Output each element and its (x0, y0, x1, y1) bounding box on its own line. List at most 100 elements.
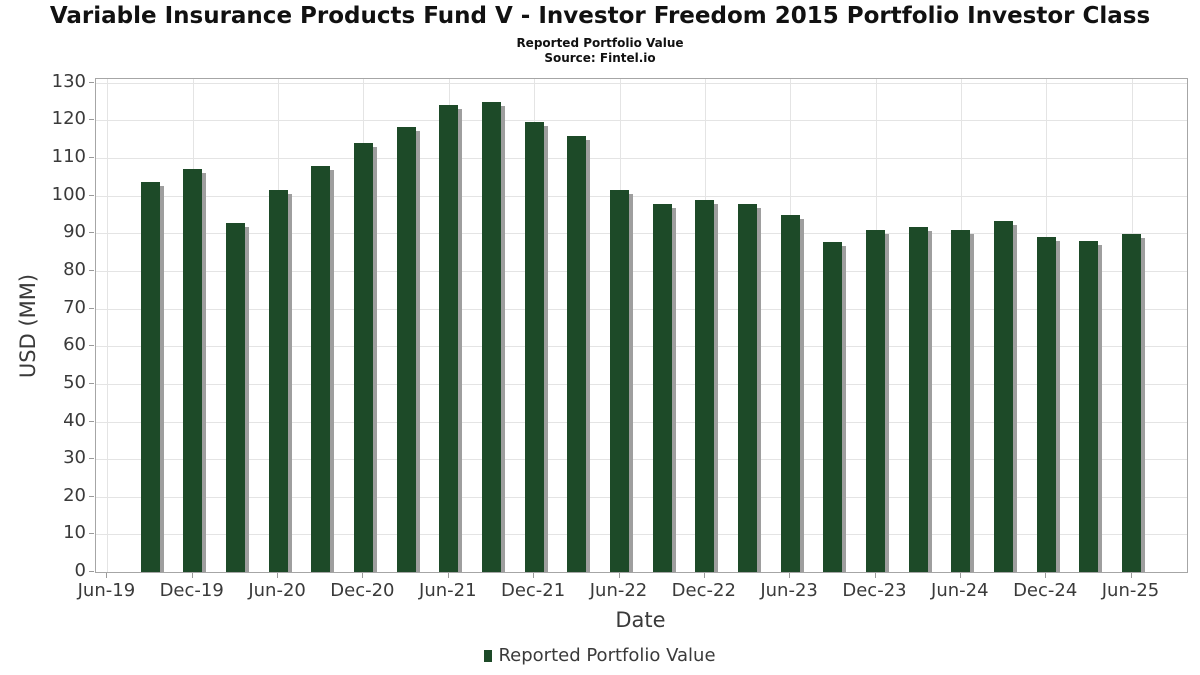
x-tick-mark (447, 573, 449, 578)
bar-jun-21 (439, 104, 459, 572)
legend-label: Reported Portfolio Value (498, 645, 716, 666)
bar-sep-20 (311, 165, 331, 572)
bar-dec-23 (866, 230, 885, 572)
bar-dec-19 (183, 168, 203, 572)
x-tick-label: Jun-25 (1101, 580, 1160, 601)
bar-mar-23 (738, 203, 757, 572)
y-tick-mark (89, 420, 94, 422)
x-tick-mark (191, 573, 193, 578)
x-tick-label: Jun-21 (419, 580, 477, 601)
bar-sep-21 (481, 101, 501, 572)
x-tick-mark (277, 573, 279, 578)
y-tick-mark (89, 194, 94, 196)
y-tick-mark (89, 533, 94, 535)
bar-jun-22 (610, 190, 629, 572)
y-tick-mark (89, 382, 94, 384)
y-tick-mark (89, 571, 94, 572)
y-tick-mark (89, 157, 94, 158)
y-tick-label: 90 (63, 221, 86, 243)
gridline-horizontal (96, 459, 1187, 461)
x-tick-mark (1130, 573, 1132, 578)
y-tick-label: 110 (51, 146, 86, 167)
gridline-vertical (107, 79, 109, 572)
x-tick-mark (789, 573, 791, 578)
y-tick-label: 30 (63, 447, 86, 469)
bar-jun-24 (951, 229, 971, 572)
bar-mar-21 (396, 127, 416, 572)
gridline-horizontal (96, 383, 1187, 385)
bar-jun-25 (1122, 234, 1141, 572)
legend: Reported Portfolio Value (0, 645, 1200, 666)
chart-title: Variable Insurance Products Fund V - Inv… (49, 3, 1151, 29)
y-tick-label: 40 (63, 409, 86, 431)
y-tick-mark (89, 307, 94, 309)
x-tick-label: Jun-19 (77, 580, 136, 601)
bar-dec-20 (353, 143, 373, 572)
legend-swatch-icon (484, 649, 493, 662)
bar-dec-22 (695, 199, 715, 572)
bar-sep-19 (140, 181, 160, 572)
bar-mar-22 (567, 136, 587, 572)
bar-dec-21 (524, 121, 544, 572)
x-tick-label: Dec-24 (1013, 580, 1078, 601)
x-tick-label: Dec-21 (500, 580, 566, 601)
bar-mar-20 (225, 222, 245, 572)
y-tick-label: 20 (63, 484, 86, 506)
x-tick-mark (703, 573, 705, 578)
x-tick-label: Jun-20 (248, 580, 306, 601)
y-tick-label: 10 (63, 522, 86, 544)
x-tick-mark (874, 573, 876, 578)
bar-sep-22 (652, 203, 672, 572)
x-tick-mark (106, 573, 108, 578)
y-tick-label: 80 (63, 258, 86, 280)
x-tick-mark (533, 573, 535, 578)
gridline-horizontal (96, 346, 1187, 348)
y-tick-label: 130 (51, 70, 86, 92)
y-tick-label: 120 (51, 108, 86, 130)
x-tick-label: Jun-22 (589, 580, 648, 601)
bar-mar-25 (1079, 241, 1099, 572)
gridline-horizontal (96, 308, 1187, 310)
y-tick-mark (89, 345, 94, 347)
plot-area (95, 78, 1188, 573)
x-axis-label: Date (615, 608, 666, 632)
gridline-horizontal (96, 421, 1187, 423)
bar-jun-23 (780, 214, 800, 572)
x-tick-label: Jun-24 (931, 580, 989, 601)
bar-mar-24 (908, 226, 928, 572)
x-tick-mark (618, 573, 620, 578)
x-tick-label: Jun-23 (760, 580, 818, 601)
gridline-horizontal (96, 158, 1187, 159)
x-tick-mark (1045, 573, 1047, 578)
x-tick-mark (362, 573, 364, 578)
gridline-horizontal (96, 82, 1187, 84)
y-tick-label: 0 (74, 560, 86, 581)
bar-sep-23 (823, 241, 843, 572)
bar-dec-24 (1036, 237, 1056, 572)
y-tick-mark (89, 232, 94, 234)
gridline-horizontal (96, 496, 1187, 498)
gridline-horizontal (96, 233, 1187, 235)
bar-jun-20 (268, 189, 288, 572)
y-tick-mark (89, 119, 94, 121)
y-tick-mark (89, 458, 94, 460)
x-tick-label: Dec-20 (330, 580, 395, 601)
x-tick-label: Dec-22 (671, 580, 736, 601)
chart-subtitle: Reported Portfolio Value (516, 36, 684, 50)
y-tick-label: 70 (63, 296, 86, 318)
y-tick-label: 50 (63, 371, 86, 393)
chart-source: Source: Fintel.io (544, 51, 656, 65)
y-tick-label: 60 (63, 334, 86, 356)
gridline-horizontal (96, 120, 1187, 122)
x-tick-label: Dec-23 (842, 580, 907, 601)
y-tick-label: 100 (51, 183, 86, 205)
x-tick-mark (959, 573, 961, 578)
gridline-horizontal (96, 270, 1187, 272)
bar-sep-24 (994, 221, 1013, 572)
y-tick-mark (89, 269, 94, 271)
gridline-horizontal (96, 195, 1187, 197)
gridline-horizontal (96, 534, 1187, 536)
y-tick-mark (89, 81, 94, 83)
x-tick-label: Dec-19 (159, 580, 224, 601)
